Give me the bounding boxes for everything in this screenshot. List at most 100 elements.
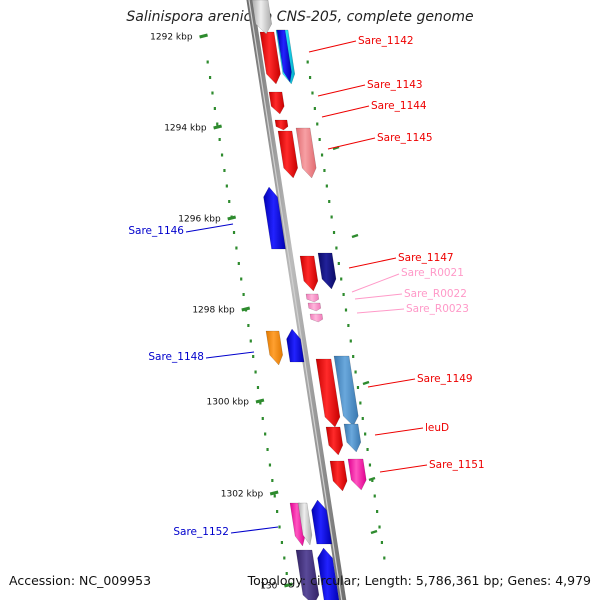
guide-dot [242, 293, 245, 296]
genome-summary-label: Topology: circular; Length: 5,786,361 bp… [247, 573, 591, 588]
guide-dot [223, 169, 226, 172]
backbone-highlight [248, 0, 343, 600]
minor-tick-mark [370, 529, 378, 535]
guide-dot [280, 541, 284, 544]
guide-dot [361, 417, 364, 420]
gene-label: Sare_1146 [128, 225, 184, 237]
gene-arrow [297, 502, 313, 546]
gene-arrow [299, 255, 319, 292]
gene-label-group: Sare_R0023 [356, 303, 469, 315]
gene-label-group: Sare_1147 [348, 252, 454, 269]
guide-dot [316, 122, 319, 126]
guide-dot [240, 277, 243, 281]
guide-dot [228, 200, 231, 203]
tick-label: 1302 kbp [221, 490, 264, 500]
guide-dot [218, 138, 221, 141]
gene-leader-line [351, 273, 400, 293]
guide-dot [252, 355, 255, 358]
tick-mark [284, 582, 293, 588]
gene-label-group: Sare_1145 [327, 132, 433, 150]
guide-dot [344, 308, 348, 312]
gene-leader-line [379, 464, 428, 473]
guide-dot [383, 556, 386, 560]
gene-arrow [311, 499, 333, 545]
tick-mark [269, 490, 279, 496]
gene-salmon-arrow [295, 127, 317, 179]
guide-dot [376, 510, 379, 513]
gene-sare-1145-arrow [277, 130, 298, 179]
minor-tick-mark [332, 145, 340, 151]
guide-dot [332, 231, 336, 234]
gene-label-group: Sare_1146 [128, 223, 234, 237]
guide-dot [266, 448, 269, 451]
guide-dot [264, 432, 267, 436]
left-guide-dots [206, 60, 288, 575]
gene-sare-r0022-arrow [307, 302, 322, 312]
minor-tick-mark [362, 380, 370, 386]
gene-label-group: Sare_R0021 [351, 267, 464, 293]
gene-arrow [347, 458, 367, 491]
gene-gray-arrow [251, 0, 272, 35]
guide-dot [308, 76, 312, 79]
gene-leader-line [205, 351, 255, 359]
gene-label: Sare_1151 [429, 459, 485, 471]
gene-arrow [251, 0, 272, 35]
gene-label-group: Sare_1148 [148, 351, 255, 363]
guide-dot [354, 370, 357, 374]
guide-dot [206, 60, 209, 64]
gene-sare-1147-arrow [299, 255, 319, 292]
tick-mark [199, 33, 208, 39]
map-title: Salinispora arenicola CNS-205, complete … [126, 9, 474, 25]
gene-leader-line [327, 137, 376, 150]
minor-tick-mark [351, 233, 359, 239]
gene-arrow [265, 330, 283, 366]
gene-label-group: Sare_1152 [173, 526, 279, 538]
guide-dot [359, 401, 362, 405]
guide-dot [232, 231, 236, 234]
gene-label: Sare_R0021 [401, 267, 464, 279]
tick-mark [227, 215, 237, 221]
gene-label: Sare_1144 [371, 100, 427, 112]
guide-dot [225, 184, 228, 188]
gene-arrow [277, 130, 298, 179]
tick-label: 1296 kbp [178, 215, 221, 225]
guide-dot [380, 541, 384, 544]
gene-arrow [325, 426, 344, 456]
guide-dot [256, 386, 260, 389]
guide-dot [235, 246, 238, 250]
gene-label: Sare_R0023 [406, 303, 469, 315]
guide-dot [259, 401, 262, 405]
gene-leader-line [321, 105, 370, 118]
gene-arrow [305, 293, 320, 303]
guide-dot [306, 60, 309, 64]
guide-dot [216, 122, 219, 126]
gene-arrow [333, 355, 359, 427]
gene-sare-1149-arrow [315, 358, 341, 428]
guide-dot [276, 510, 279, 513]
gene-leader-line [354, 293, 403, 300]
gene-sare-1143-arrow [268, 91, 285, 115]
gene-arrow [259, 31, 281, 85]
guide-dot [340, 277, 343, 281]
gene-label: Sare_1148 [148, 351, 204, 363]
guide-dot [247, 324, 250, 327]
gene-magenta-arrow [347, 458, 367, 491]
gene-leader-line [317, 84, 366, 97]
guide-dot [337, 262, 340, 265]
guide-dot [220, 153, 224, 157]
guide-dot [278, 525, 281, 529]
gene-arrow [343, 423, 362, 453]
tick-label: 1292 kbp [150, 33, 193, 43]
tick-label: 1294 kbp [164, 124, 207, 134]
tick-mark [255, 398, 265, 404]
genome-backbone [246, 0, 347, 600]
gene-leud-arrow [325, 426, 344, 456]
guide-dot [254, 370, 257, 374]
guide-dot [347, 324, 350, 327]
tick-label: 1298 kbp [192, 306, 235, 316]
guide-dot [328, 200, 331, 203]
guide-dot [325, 184, 328, 188]
guide-dot [366, 448, 369, 451]
accession-label: Accession: NC_009953 [9, 573, 152, 588]
gene-label-group: Sare_R0022 [354, 288, 467, 300]
